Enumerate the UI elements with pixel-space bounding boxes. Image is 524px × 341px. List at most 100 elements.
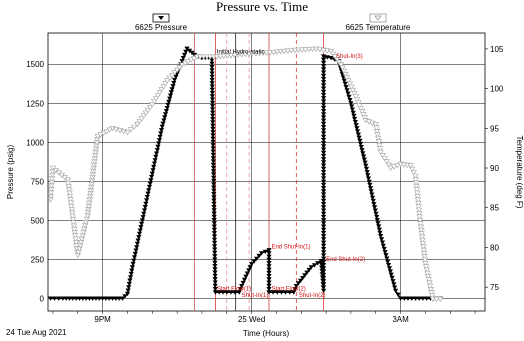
pressure-point [148, 178, 154, 183]
pressure-point [266, 287, 272, 292]
pressure-point [391, 282, 397, 287]
pressure-point [321, 192, 327, 197]
pressure-point [209, 61, 215, 67]
pressure-point [211, 218, 217, 223]
pressure-point [211, 185, 217, 190]
pressure-point [153, 154, 159, 160]
temperature-point [327, 49, 335, 55]
pressure-point [390, 279, 396, 284]
pressure-point [321, 83, 327, 88]
pressure-point [384, 256, 390, 261]
pressure-point [321, 92, 327, 98]
pressure-point [321, 176, 327, 181]
temperature-point [72, 233, 79, 239]
pressure-point [100, 296, 106, 301]
pressure-point [156, 138, 162, 143]
pressure-point [149, 174, 155, 180]
pressure-point [212, 280, 218, 285]
pressure-point [211, 172, 217, 177]
temperature-point [412, 173, 419, 179]
pressure-point [360, 151, 366, 156]
pressure-point [363, 163, 369, 169]
pressure-point [321, 60, 327, 66]
temperature-point [349, 87, 357, 94]
pressure-point [321, 64, 327, 69]
series-line-temperature [50, 48, 441, 300]
pressure-point [166, 99, 172, 105]
temperature-point [437, 296, 444, 303]
temperature-point [231, 52, 238, 59]
pressure-point [355, 129, 361, 134]
temperature-point [181, 60, 189, 67]
y-left-tick-label: 500 [31, 216, 45, 225]
temperature-point [69, 213, 76, 219]
pressure-point [209, 94, 215, 99]
pressure-point [311, 263, 318, 268]
pressure-point [209, 84, 215, 89]
pressure-point [321, 256, 327, 261]
temperature-point [424, 274, 432, 280]
pressure-point [321, 198, 327, 204]
pressure-point [122, 294, 128, 299]
pressure-point [395, 292, 401, 297]
temperature-point [426, 280, 433, 286]
pressure-point [375, 221, 381, 226]
temperature-point [387, 165, 394, 171]
temperature-point [263, 50, 270, 56]
pressure-point [266, 261, 272, 266]
pressure-point [169, 87, 175, 92]
pressure-point [258, 251, 265, 256]
pressure-point [321, 102, 327, 107]
temperature-point [416, 211, 423, 217]
temperature-point [417, 224, 425, 230]
temperature-point [147, 105, 154, 111]
pressure-point [274, 290, 280, 295]
pressure-point [321, 153, 327, 159]
temperature-point [356, 103, 363, 109]
temperature-point [422, 261, 429, 267]
pressure-point [321, 243, 327, 249]
pressure-point [209, 91, 215, 96]
pressure-point [321, 170, 327, 175]
temperature-point [187, 57, 195, 63]
pressure-point [209, 97, 216, 102]
pressure-point [210, 126, 216, 132]
pressure-point [211, 192, 217, 197]
pressure-point [211, 178, 217, 184]
temperature-point [346, 81, 354, 87]
pressure-point [377, 230, 383, 236]
temperature-point [427, 287, 434, 293]
temperature-point [419, 241, 427, 247]
temperature-point [413, 183, 420, 190]
y-left-tick-label: 0 [40, 295, 45, 304]
legend-temperature-marker [374, 15, 382, 21]
pressure-point [164, 106, 170, 111]
pressure-point [211, 175, 217, 181]
temperature-point [425, 277, 432, 283]
pressure-point [212, 273, 218, 279]
pressure-point [304, 270, 310, 275]
temperature-point [374, 132, 381, 138]
pressure-point [127, 278, 133, 283]
pressure-point [321, 250, 327, 255]
pressure-point [211, 237, 218, 243]
pressure-point [144, 198, 150, 203]
temperature-point [340, 68, 348, 75]
pressure-point [352, 116, 358, 122]
temperature-point [357, 106, 365, 112]
temperature-point [420, 244, 427, 250]
pressure-point [370, 198, 376, 204]
series-layer [47, 46, 444, 303]
pressure-point [388, 272, 394, 277]
pressure-point [321, 147, 327, 152]
pressure-point [321, 224, 327, 229]
pressure-point [321, 121, 327, 127]
pressure-point [211, 224, 217, 229]
pressure-point [60, 296, 66, 301]
pressure-point [210, 117, 216, 122]
pressure-point [110, 296, 116, 301]
pressure-point [171, 81, 177, 86]
pressure-point [211, 182, 217, 187]
pressure-point [210, 113, 216, 119]
temperature-point [69, 210, 76, 216]
